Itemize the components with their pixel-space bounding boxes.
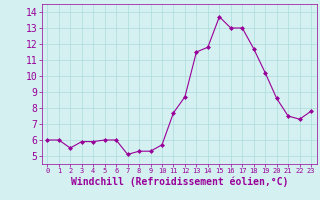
X-axis label: Windchill (Refroidissement éolien,°C): Windchill (Refroidissement éolien,°C) xyxy=(70,177,288,187)
